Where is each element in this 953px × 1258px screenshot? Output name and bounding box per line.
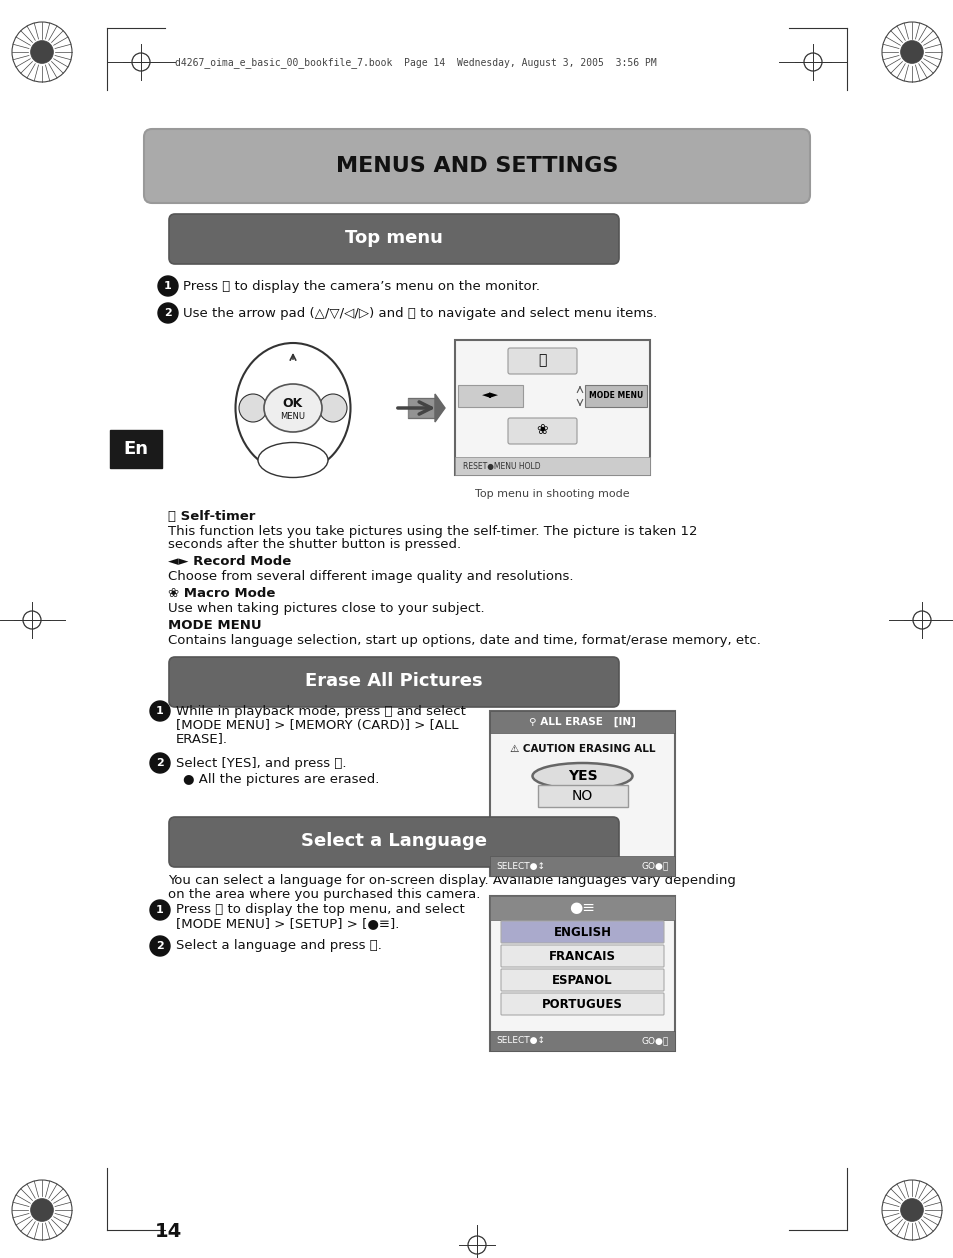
- FancyBboxPatch shape: [144, 130, 809, 203]
- FancyBboxPatch shape: [490, 896, 675, 1050]
- Text: Press ⒪ to display the top menu, and select: Press ⒪ to display the top menu, and sel…: [175, 903, 464, 917]
- Text: ◄►: ◄►: [481, 390, 498, 400]
- Text: [MODE MENU] > [MEMORY (CARD)] > [ALL: [MODE MENU] > [MEMORY (CARD)] > [ALL: [175, 718, 458, 731]
- FancyBboxPatch shape: [110, 430, 162, 468]
- FancyBboxPatch shape: [455, 457, 649, 476]
- Text: 1: 1: [156, 905, 164, 915]
- Text: MENU: MENU: [280, 411, 305, 420]
- Ellipse shape: [264, 384, 322, 431]
- Text: Use the arrow pad (△/▽/◁/▷) and ⒪ to navigate and select menu items.: Use the arrow pad (△/▽/◁/▷) and ⒪ to nav…: [183, 307, 657, 320]
- Text: PORTUGUES: PORTUGUES: [541, 998, 622, 1010]
- FancyBboxPatch shape: [169, 214, 618, 264]
- Text: ◄► Record Mode: ◄► Record Mode: [168, 555, 291, 569]
- Circle shape: [900, 40, 923, 63]
- FancyBboxPatch shape: [490, 711, 675, 876]
- FancyBboxPatch shape: [169, 816, 618, 867]
- Text: on the area where you purchased this camera.: on the area where you purchased this cam…: [168, 888, 480, 901]
- Ellipse shape: [239, 394, 267, 421]
- Text: 2: 2: [164, 308, 172, 318]
- FancyBboxPatch shape: [490, 896, 675, 920]
- FancyBboxPatch shape: [507, 418, 577, 444]
- FancyBboxPatch shape: [169, 657, 618, 707]
- Circle shape: [158, 276, 178, 296]
- Text: Select a Language: Select a Language: [301, 832, 486, 850]
- Text: 1: 1: [164, 281, 172, 291]
- Text: FRANCAIS: FRANCAIS: [548, 950, 616, 962]
- Text: ⚲ ALL ERASE   [IN]: ⚲ ALL ERASE [IN]: [529, 717, 636, 727]
- Text: GO●⒪: GO●⒪: [641, 862, 668, 871]
- FancyBboxPatch shape: [490, 711, 675, 733]
- Text: You can select a language for on-screen display. Available languages vary depend: You can select a language for on-screen …: [168, 874, 735, 887]
- FancyBboxPatch shape: [490, 855, 675, 876]
- Text: Select a language and press ⒪.: Select a language and press ⒪.: [175, 940, 381, 952]
- Text: Choose from several different image quality and resolutions.: Choose from several different image qual…: [168, 570, 573, 582]
- Text: MODE MENU: MODE MENU: [588, 390, 642, 400]
- Circle shape: [150, 936, 170, 956]
- FancyBboxPatch shape: [500, 945, 663, 967]
- FancyBboxPatch shape: [500, 921, 663, 944]
- Text: Use when taking pictures close to your subject.: Use when taking pictures close to your s…: [168, 603, 484, 615]
- FancyBboxPatch shape: [507, 348, 577, 374]
- Ellipse shape: [532, 764, 632, 789]
- Text: 2: 2: [156, 941, 164, 951]
- FancyBboxPatch shape: [537, 785, 627, 806]
- Text: While in playback mode, press ⒪ and select: While in playback mode, press ⒪ and sele…: [175, 704, 465, 717]
- Text: YES: YES: [567, 769, 597, 782]
- FancyBboxPatch shape: [490, 1032, 675, 1050]
- Text: ENGLISH: ENGLISH: [553, 926, 611, 938]
- Text: En: En: [123, 440, 149, 458]
- Text: ● All the pictures are erased.: ● All the pictures are erased.: [183, 772, 379, 785]
- Text: ESPANOL: ESPANOL: [552, 974, 612, 986]
- Text: Erase All Pictures: Erase All Pictures: [305, 672, 482, 689]
- Text: MODE MENU: MODE MENU: [168, 619, 261, 632]
- Text: NO: NO: [571, 789, 593, 803]
- Circle shape: [30, 40, 53, 63]
- Text: seconds after the shutter button is pressed.: seconds after the shutter button is pres…: [168, 538, 460, 551]
- Text: Contains language selection, start up options, date and time, format/erase memor: Contains language selection, start up op…: [168, 634, 760, 647]
- FancyBboxPatch shape: [455, 340, 649, 476]
- Text: d4267_oima_e_basic_00_bookfile_7.book  Page 14  Wednesday, August 3, 2005  3:56 : d4267_oima_e_basic_00_bookfile_7.book Pa…: [174, 58, 656, 68]
- Text: Top menu: Top menu: [345, 229, 442, 247]
- Text: ⌛: ⌛: [537, 353, 546, 367]
- Text: ERASE].: ERASE].: [175, 732, 228, 746]
- Text: SELECT●↕: SELECT●↕: [496, 862, 544, 871]
- Text: Press ⒪ to display the camera’s menu on the monitor.: Press ⒪ to display the camera’s menu on …: [183, 279, 539, 293]
- Text: 1: 1: [156, 706, 164, 716]
- Text: RESET●MENU HOLD: RESET●MENU HOLD: [462, 462, 540, 470]
- Ellipse shape: [235, 343, 350, 473]
- Text: ⚠ CAUTION ERASING ALL: ⚠ CAUTION ERASING ALL: [509, 743, 655, 754]
- FancyBboxPatch shape: [457, 385, 522, 408]
- Text: Select [YES], and press ⒪.: Select [YES], and press ⒪.: [175, 756, 346, 770]
- Circle shape: [150, 899, 170, 920]
- Text: ●≡: ●≡: [569, 901, 595, 916]
- Text: ⌛ Self-timer: ⌛ Self-timer: [168, 509, 255, 523]
- Text: GO●⒪: GO●⒪: [641, 1037, 668, 1045]
- Text: This function lets you take pictures using the self-timer. The picture is taken : This function lets you take pictures usi…: [168, 525, 697, 538]
- Circle shape: [158, 303, 178, 323]
- Text: 14: 14: [154, 1223, 181, 1242]
- Ellipse shape: [257, 443, 328, 478]
- Text: OK: OK: [283, 396, 303, 410]
- Text: Top menu in shooting mode: Top menu in shooting mode: [475, 489, 629, 499]
- Circle shape: [150, 754, 170, 772]
- Text: MENUS AND SETTINGS: MENUS AND SETTINGS: [335, 156, 618, 176]
- FancyBboxPatch shape: [584, 385, 646, 408]
- Text: SELECT●↕: SELECT●↕: [496, 1037, 544, 1045]
- Ellipse shape: [318, 394, 347, 421]
- Text: ❀ Macro Mode: ❀ Macro Mode: [168, 587, 275, 600]
- Text: ❀: ❀: [536, 423, 547, 437]
- Text: [MODE MENU] > [SETUP] > [●≡].: [MODE MENU] > [SETUP] > [●≡].: [175, 917, 399, 931]
- Text: 2: 2: [156, 759, 164, 767]
- FancyBboxPatch shape: [500, 969, 663, 991]
- FancyBboxPatch shape: [500, 993, 663, 1015]
- Circle shape: [30, 1199, 53, 1222]
- Polygon shape: [435, 394, 444, 421]
- Circle shape: [900, 1199, 923, 1222]
- Circle shape: [150, 701, 170, 721]
